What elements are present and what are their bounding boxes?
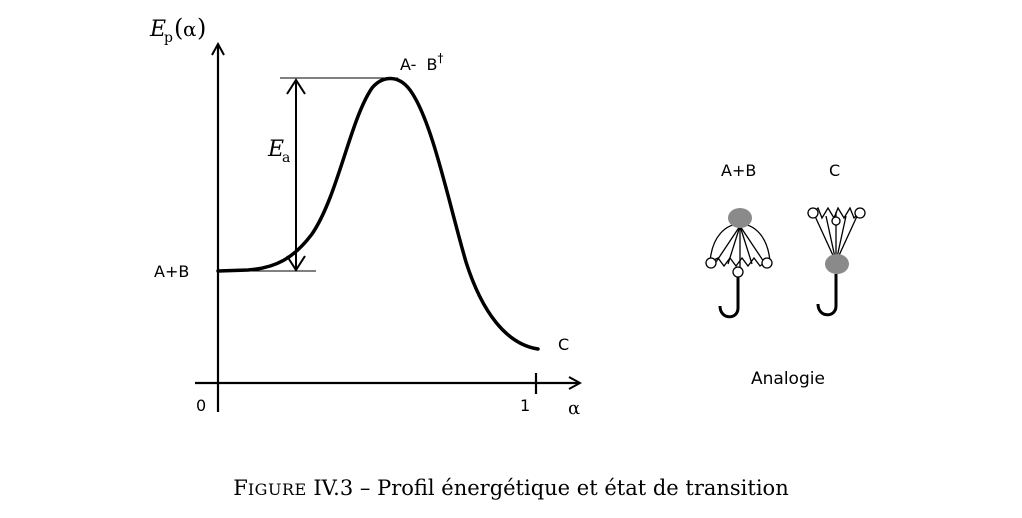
activation-energy-arrow xyxy=(286,78,306,272)
x-end-label: 1 xyxy=(520,396,530,415)
transition-state-label: A- B† xyxy=(400,51,444,74)
svg-text:E: E xyxy=(149,17,166,42)
x-axis-label: α xyxy=(568,398,580,419)
activation-energy-label: E a xyxy=(267,137,290,166)
umbrella-ab-knob xyxy=(728,208,752,228)
umbrella-ab-icon xyxy=(705,223,773,319)
svg-text:(: ( xyxy=(174,14,183,42)
svg-text:E: E xyxy=(267,137,284,162)
reactants-label: A+B xyxy=(154,262,189,281)
analogy-caption: Analogie xyxy=(751,369,825,389)
umbrella-c-knob xyxy=(825,254,849,274)
svg-text:p: p xyxy=(164,30,173,46)
origin-label: 0 xyxy=(196,396,206,415)
umbrella-c-icon xyxy=(807,206,866,317)
analogy-label-c: C xyxy=(829,161,840,180)
svg-text:): ) xyxy=(197,14,206,42)
products-label: C xyxy=(558,335,569,354)
analogy-label-ab: A+B xyxy=(721,161,756,180)
figure-caption: FIGURE IV.3 – Profil énergétique et état… xyxy=(233,476,789,500)
svg-text:α: α xyxy=(183,17,197,41)
energy-curve xyxy=(216,76,540,351)
svg-text:a: a xyxy=(282,150,290,166)
y-axis-label: E p ( α ) xyxy=(149,14,206,46)
